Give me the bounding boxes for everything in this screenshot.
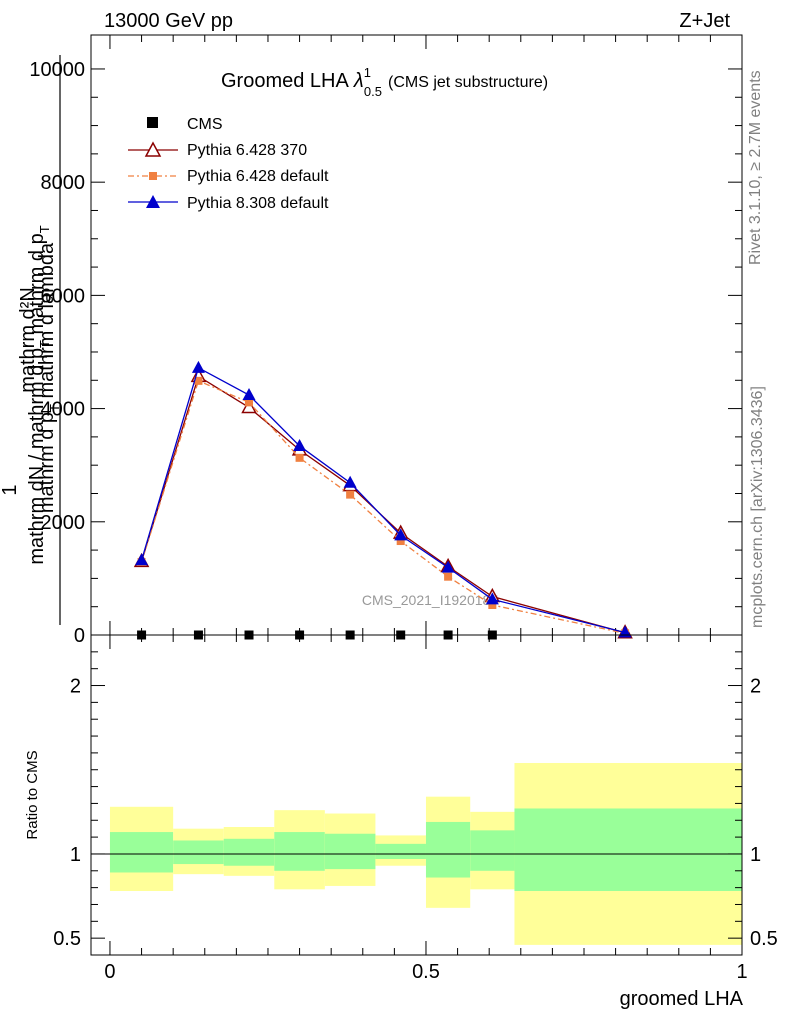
main-y-label: mathrm d²N mathrm d pT mathrm d lambda 1… [0, 55, 62, 625]
main-y-tick-label: 2000 [41, 512, 86, 534]
title-main: Groomed LHA [221, 70, 349, 92]
title-note: (CMS jet substructure) [388, 74, 548, 91]
ratio-band-inner [425, 821, 471, 878]
ratio-x-ticks: 0 0.5 1 [104, 635, 748, 983]
ratio-panel: 0.5 0.51 12 2 0 0.5 1 Ratio to CMS groomed LH… [24, 634, 778, 1010]
main-y-tick-label: 0 [74, 625, 85, 647]
ratio-panel-frame [90, 634, 743, 956]
ratio-y-tick-label-right: 0.5 [750, 928, 778, 950]
ratio-y-tick-label-left: 2 [70, 676, 81, 698]
legend: CMS Pythia 6.428 370 Pythia 6.428 defaul… [128, 116, 329, 212]
pythia-6-428-default-point [488, 601, 497, 609]
y-label-numerator: 1 [0, 484, 21, 495]
pythia-6-428-default-point [245, 398, 254, 407]
x-axis-label: groomed LHA [620, 988, 744, 1010]
legend-py6-370-marker [144, 141, 162, 157]
ratio-band-inner [375, 843, 426, 859]
rivet-label: Rivet 3.1.10, ≥ 2.7M events [747, 70, 764, 265]
title-subscript: 0.5 [364, 84, 382, 99]
mcplots-label: mcplots.cern.ch [arXiv:1306.3436] [749, 386, 766, 628]
y-label-line1: mathrm d²N [17, 287, 39, 393]
legend-py6-default-marker [149, 172, 157, 180]
main-y-tick-label: 6000 [41, 285, 86, 307]
ratio-band-inner [223, 838, 275, 866]
ratio-band-inner [324, 833, 376, 870]
pythia-8-308-default-point [135, 553, 149, 566]
ratio-band-inner [109, 832, 174, 873]
ratio-y-tick-label-right: 1 [750, 844, 761, 866]
pythia-6-428-default-point [295, 453, 304, 462]
y-label-line3: mathrm dN / mathrm d pT mathrm d pT [26, 225, 52, 564]
legend-cms-marker [147, 117, 158, 128]
pythia-6-428-370-point [241, 398, 257, 414]
main-panel: 0 2000 4000 6000 8000 10000 CMS_2021_I1920187… [0, 34, 743, 647]
ratio-band-inner [274, 832, 325, 871]
legend-py6-default-label: Pythia 6.428 default [187, 168, 329, 185]
ratio-x-tick-label: 1 [736, 961, 747, 983]
legend-py6-370-label: Pythia 6.428 370 [187, 142, 307, 159]
title-lambda: λ [353, 70, 364, 92]
ratio-y-label: Ratio to CMS [24, 750, 41, 839]
ratio-band-inner [514, 808, 742, 891]
pythia-6-428-default-point [194, 376, 203, 385]
main-y-tick-label: 10000 [29, 59, 85, 81]
analysis-watermark: CMS_2021_I1920187 [362, 592, 498, 608]
pythia-8-308-default-point [191, 360, 205, 373]
pythia-6-428-default-point [444, 572, 453, 581]
pythia-8-308-default-point [293, 438, 307, 451]
pythia-8-308-default-point [485, 592, 499, 605]
ratio-x-tick-label: 0.5 [412, 961, 440, 983]
pythia-8-308-default-point [343, 475, 357, 488]
ratio-band-inner [470, 830, 515, 871]
pythia-8-308-default-point [618, 625, 632, 638]
pythia-8-308-default-point [394, 528, 408, 541]
legend-py8-marker [146, 195, 160, 208]
pythia-8-308-default-point [441, 560, 455, 573]
pythia-6-428-default-point [346, 490, 355, 499]
ratio-y-tick-label-left: 1 [70, 844, 81, 866]
ratio-band-inner [173, 840, 224, 865]
main-y-ticks: 0 2000 4000 6000 8000 10000 [29, 59, 742, 647]
main-y-tick-label: 8000 [41, 172, 86, 194]
y-label-line2: mathrm d pT mathrm d lambda [36, 242, 62, 513]
ratio-bands [109, 763, 742, 945]
ratio-y-tick-label-right: 2 [750, 676, 761, 698]
pythia-8-308-default-point [242, 388, 256, 400]
legend-py8-label: Pythia 8.308 default [187, 195, 329, 212]
pythia-6-428-default-point [396, 537, 405, 546]
process-label: Z+Jet [679, 10, 730, 32]
energy-label: 13000 GeV pp [104, 10, 233, 32]
main-y-tick-label: 4000 [41, 399, 86, 421]
title-superscript: 1 [364, 65, 371, 80]
legend-cms-label: CMS [187, 116, 223, 133]
ratio-y-tick-label-left: 0.5 [53, 928, 81, 950]
ratio-x-tick-label: 0 [104, 961, 115, 983]
ratio-y-ticks: 0.5 0.5 1 1 2 2 [53, 651, 778, 950]
plot-title: Groomed LHA λ1 0.5 (CMS jet substructure) [221, 65, 548, 99]
